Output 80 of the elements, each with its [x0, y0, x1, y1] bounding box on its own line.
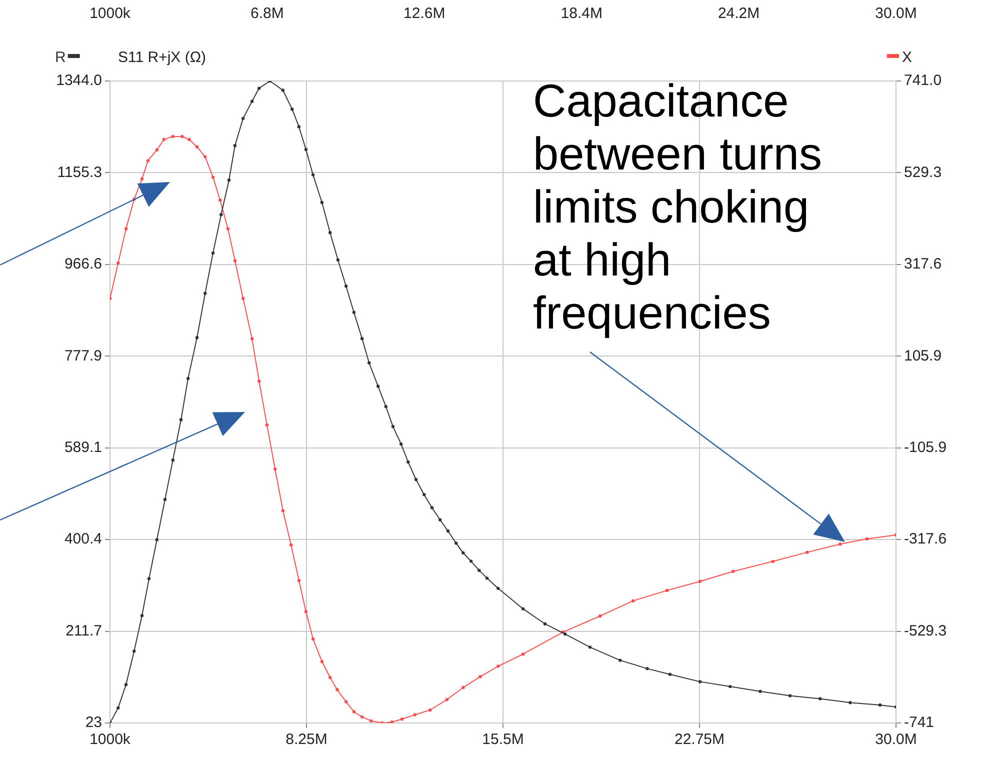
annotation: Capacitance between turns limits choking at high frequencies — [533, 74, 822, 339]
x2-tick-label: 18.4M — [560, 5, 602, 22]
point — [698, 580, 702, 583]
point — [462, 686, 465, 690]
y2-tick-label: -529.3 — [904, 622, 947, 640]
point — [311, 637, 315, 641]
point — [598, 614, 602, 618]
point — [732, 570, 735, 573]
point — [344, 700, 348, 704]
point — [865, 537, 869, 540]
point — [400, 718, 404, 721]
point — [445, 698, 448, 702]
point — [478, 675, 482, 678]
y-tick-label: 23 — [85, 714, 102, 732]
y-tick-label: 1155.3 — [57, 164, 102, 181]
x-tick-label: 30.0M — [875, 731, 917, 748]
y2-tick-label: 105.9 — [904, 347, 942, 364]
y2-tick-label: -741 — [904, 714, 934, 732]
chart-title: S11 R+jX (Ω) — [118, 49, 206, 66]
point — [665, 588, 669, 592]
y2-tick-label: 317.6 — [904, 256, 942, 273]
y2-tick-label: 529.3 — [904, 164, 942, 181]
x2-tick-label: 6.8M — [250, 5, 284, 22]
legend-label: X — [902, 49, 912, 66]
point — [336, 688, 339, 692]
point — [218, 198, 222, 202]
point — [320, 660, 324, 664]
point — [250, 337, 254, 340]
point — [304, 610, 308, 614]
point — [289, 543, 293, 547]
text: R — [55, 49, 66, 66]
point — [521, 652, 525, 656]
point — [257, 380, 261, 383]
y-tick-label: 589.1 — [64, 439, 102, 456]
y-tick-label: 1344.0 — [56, 72, 102, 90]
y2-tick-label: -317.6 — [904, 530, 947, 548]
y-tick-label: 211.7 — [66, 622, 102, 640]
x2-tick-label: 30.0M — [875, 5, 917, 22]
point — [180, 134, 184, 138]
y-tick-label: 777.9 — [64, 347, 102, 364]
y2-tick-label: 741.0 — [904, 72, 942, 90]
point — [155, 148, 158, 152]
point — [146, 159, 150, 162]
point — [171, 134, 174, 138]
point — [838, 542, 842, 546]
x-tick-label: 8.25M — [286, 731, 328, 748]
x2-tick-label: 12.6M — [404, 5, 446, 22]
point — [631, 599, 635, 602]
point — [204, 155, 207, 158]
point — [413, 713, 417, 716]
x-tick-label: 1000k — [90, 731, 131, 748]
point — [211, 176, 215, 179]
point — [188, 138, 191, 142]
x-tick-label: 15.5M — [482, 731, 524, 748]
point — [265, 423, 269, 427]
point — [124, 227, 128, 230]
point — [806, 550, 809, 554]
point — [352, 710, 356, 714]
y2-tick-label: -105.9 — [904, 439, 947, 456]
point — [297, 578, 301, 582]
point — [162, 138, 166, 142]
point — [195, 145, 199, 148]
point — [273, 468, 277, 471]
x2-tick-label: 1000k — [90, 5, 131, 22]
point — [116, 261, 120, 265]
point — [226, 227, 230, 230]
point — [771, 560, 775, 564]
y-tick-label: 400.4 — [64, 530, 102, 548]
point — [360, 715, 364, 719]
point — [233, 259, 237, 262]
x2-tick-label: 24.2M — [718, 5, 760, 22]
point — [496, 664, 500, 668]
point — [140, 177, 144, 181]
point — [428, 708, 432, 712]
point — [328, 676, 332, 680]
point — [241, 296, 245, 300]
point — [281, 509, 285, 512]
point — [369, 719, 373, 722]
x-tick-label: 22.75M — [674, 731, 725, 748]
y-tick-label: 966.6 — [64, 256, 102, 273]
